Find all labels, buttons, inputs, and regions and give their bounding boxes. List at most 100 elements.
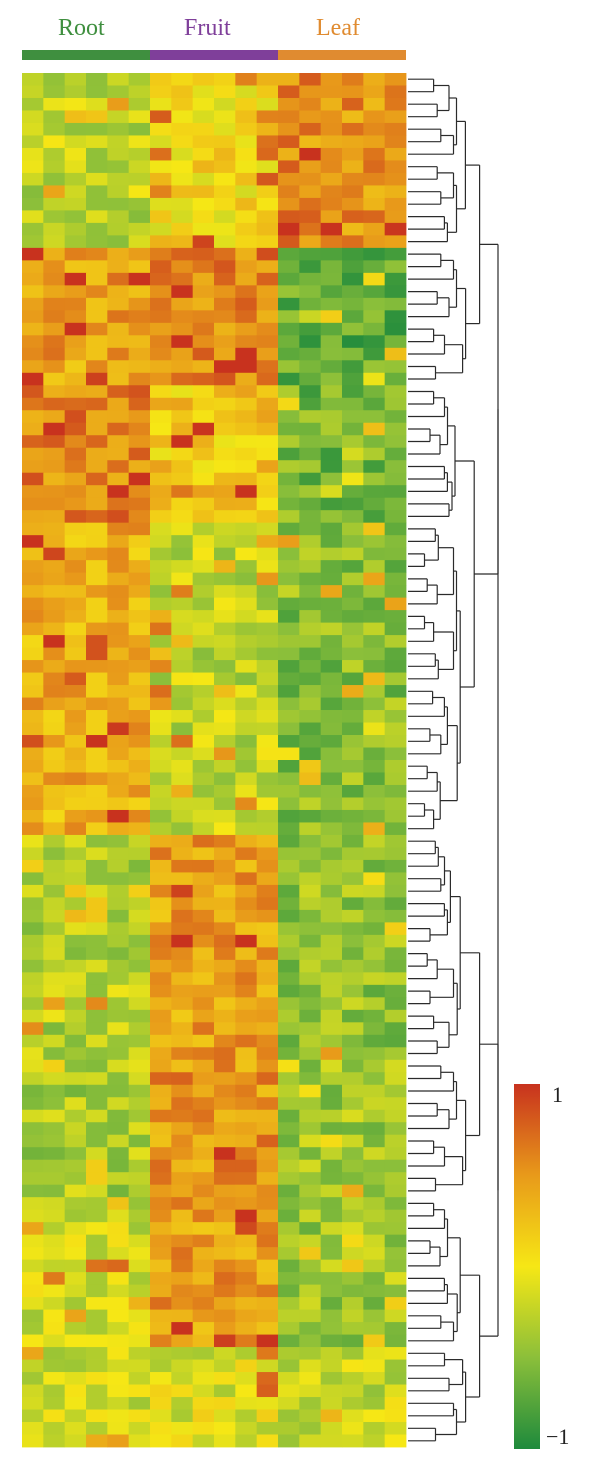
heatmap-cell <box>235 460 258 474</box>
heatmap-cell <box>384 897 407 911</box>
heatmap-cell <box>256 610 279 623</box>
heatmap-cell <box>128 1297 151 1310</box>
heatmap-cell <box>43 1384 66 1398</box>
heatmap-cell <box>22 697 44 711</box>
heatmap-cell <box>342 1134 364 1148</box>
heatmap-cell <box>342 1397 364 1410</box>
heatmap-cell <box>171 822 194 836</box>
heatmap-cell <box>128 235 151 249</box>
heatmap-cell <box>363 347 386 361</box>
heatmap-cell <box>320 772 343 786</box>
heatmap-cell <box>22 1397 44 1410</box>
heatmap-cell <box>278 722 300 736</box>
heatmap-cell <box>64 1372 87 1385</box>
heatmap-cell <box>43 809 66 823</box>
heatmap-cell <box>342 884 364 898</box>
heatmap-cell <box>107 1372 130 1385</box>
heatmap-cell <box>256 235 279 249</box>
heatmap-cell <box>299 1372 322 1385</box>
heatmap-cell <box>43 635 66 648</box>
heatmap-cell <box>43 260 66 274</box>
heatmap-cell <box>363 1184 386 1198</box>
heatmap-cell <box>107 1034 130 1048</box>
heatmap-cell <box>278 797 300 811</box>
heatmap-cell <box>214 410 236 424</box>
heatmap-cell <box>256 97 279 111</box>
heatmap-cell <box>86 1072 108 1086</box>
heatmap-cell <box>278 997 300 1011</box>
heatmap-cell <box>192 822 215 836</box>
heatmap-cell <box>107 272 130 286</box>
heatmap-cell <box>320 1372 343 1385</box>
heatmap-cell <box>214 972 236 986</box>
heatmap-cell <box>64 1347 87 1360</box>
heatmap-cell <box>192 1147 215 1161</box>
heatmap-cell <box>214 1022 236 1036</box>
heatmap-cell <box>278 147 300 161</box>
heatmap-cell <box>278 1209 300 1223</box>
heatmap-cell <box>171 347 194 361</box>
heatmap-cell <box>256 1134 279 1148</box>
heatmap-cell <box>171 385 194 399</box>
heatmap-cell <box>43 272 66 286</box>
heatmap-cell <box>363 1334 386 1348</box>
heatmap-cell <box>43 372 66 386</box>
heatmap-cell <box>363 772 386 786</box>
heatmap-cell <box>214 1347 236 1360</box>
heatmap-cell <box>86 197 108 211</box>
heatmap-cell <box>86 310 108 324</box>
heatmap-cell <box>320 622 343 636</box>
heatmap-cell <box>107 1347 130 1360</box>
heatmap-cell <box>384 697 407 711</box>
heatmap-cell <box>235 97 258 111</box>
heatmap-cell <box>64 597 87 611</box>
heatmap-cell <box>86 934 108 948</box>
heatmap-cell <box>43 585 66 599</box>
heatmap-cell <box>384 1384 407 1398</box>
heatmap-cell <box>278 510 300 524</box>
heatmap-cell <box>256 447 279 461</box>
heatmap-cell <box>384 247 407 261</box>
heatmap-cell <box>342 797 364 811</box>
heatmap-cell <box>43 1009 66 1023</box>
heatmap-cell <box>150 1109 172 1123</box>
heatmap-cell <box>342 222 364 236</box>
heatmap-cell <box>299 347 322 361</box>
heatmap-cell <box>342 347 364 361</box>
heatmap-cell <box>278 222 300 236</box>
heatmap-cell <box>235 160 258 174</box>
heatmap-cell <box>299 797 322 811</box>
group-label-fruit: Fruit <box>184 15 231 41</box>
heatmap-cell <box>278 347 300 361</box>
heatmap-cell <box>342 1347 364 1360</box>
heatmap-cell <box>384 1409 407 1423</box>
heatmap-cell <box>43 1097 66 1111</box>
heatmap-cell <box>235 297 258 311</box>
heatmap-cell <box>363 1122 386 1136</box>
heatmap-cell <box>384 809 407 823</box>
heatmap-cell <box>171 610 194 623</box>
heatmap-cell <box>235 685 258 698</box>
heatmap-cell <box>342 73 364 86</box>
heatmap-cell <box>192 535 215 549</box>
heatmap-cell <box>64 410 87 424</box>
heatmap-cell <box>235 1184 258 1198</box>
heatmap-cell <box>86 335 108 349</box>
heatmap-cell <box>86 1122 108 1136</box>
heatmap-cell <box>342 1384 364 1398</box>
heatmap-cell <box>342 360 364 374</box>
heatmap-cell <box>363 1247 386 1261</box>
heatmap-cell <box>107 1334 130 1348</box>
heatmap-cell <box>64 172 87 186</box>
heatmap-cell <box>150 947 172 961</box>
heatmap-cell <box>384 1022 407 1036</box>
heatmap-cell <box>214 385 236 399</box>
heatmap-cell <box>384 285 407 299</box>
heatmap-cell <box>320 685 343 698</box>
heatmap-cell <box>22 1022 44 1036</box>
heatmap-cell <box>128 1034 151 1048</box>
heatmap-cell <box>171 460 194 474</box>
heatmap-cell <box>192 460 215 474</box>
heatmap-cell <box>171 85 194 99</box>
heatmap-cell <box>235 210 258 224</box>
